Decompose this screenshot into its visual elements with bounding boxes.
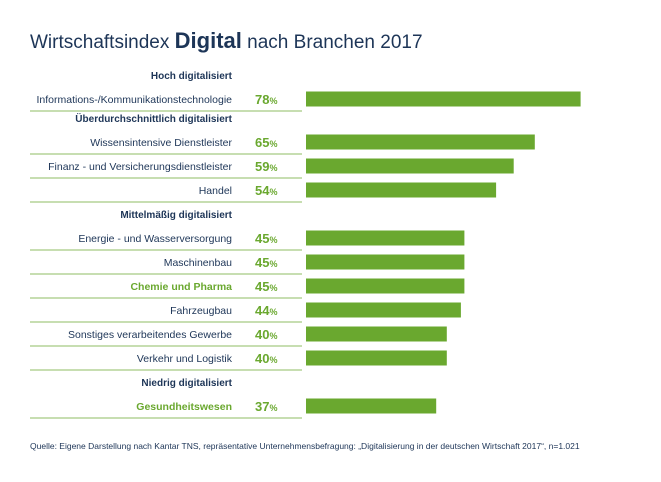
bar [306,326,447,342]
title-prefix: Wirtschaftsindex [30,32,170,53]
category-label: Maschinenbau [164,257,232,269]
title-highlight: Digital [174,28,242,53]
bar [306,350,447,366]
category-label: Finanz - und Versicherungsdienstleister [48,161,232,173]
value-label: 40% [255,327,277,342]
value-label: 78% [255,92,277,107]
value-label: 45% [255,231,277,246]
bar [306,230,465,246]
bar [306,158,514,174]
value-label: 40% [255,351,277,366]
value-label: 65% [255,135,277,150]
category-label: Wissensintensive Dienstleister [90,137,232,149]
category-label: Handel [199,185,232,197]
value-label: 44% [255,303,277,318]
bar [306,302,461,318]
group-heading: Überdurchschnittlich digitalisiert [75,112,232,125]
title-suffix: nach Branchen 2017 [247,32,423,53]
category-label: Verkehr und Logistik [137,353,233,365]
source-note: Quelle: Eigene Darstellung nach Kantar T… [30,441,580,451]
category-label: Informations-/Kommunikationstechnologie [36,94,232,106]
bar [306,91,581,107]
bar [306,278,465,294]
group-heading: Hoch digitalisiert [151,71,233,82]
value-label: 37% [255,399,277,414]
category-label: Sonstiges verarbeitendes Gewerbe [68,329,232,341]
value-label: 45% [255,255,277,270]
category-label: Energie - und Wasserversorgung [78,233,232,245]
bar [306,134,535,150]
value-label: 59% [255,159,277,174]
value-label: 54% [255,183,277,198]
category-label: Fahrzeugbau [170,305,232,317]
bar [306,254,465,270]
bar-chart: Hoch digitalisiert Überdurchschnittlich d… [30,71,581,419]
chart-title: Wirtschaftsindex Digital nach Branchen 2… [30,28,423,54]
group-heading: Niedrig digitalisiert [141,378,232,389]
category-label: Gesundheitswesen [136,401,232,413]
category-label: Chemie und Pharma [130,281,232,293]
value-label: 45% [255,279,277,294]
group-heading: Mittelmäßig digitalisiert [120,210,232,221]
bar [306,182,497,198]
bar [306,398,437,414]
